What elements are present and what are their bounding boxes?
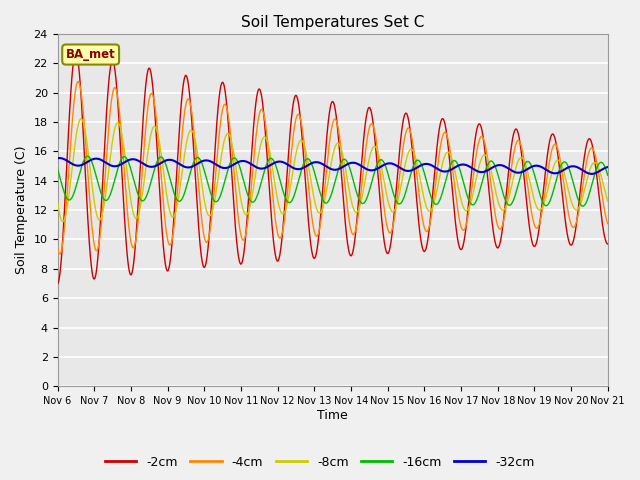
Y-axis label: Soil Temperature (C): Soil Temperature (C) xyxy=(15,146,28,275)
Legend: -2cm, -4cm, -8cm, -16cm, -32cm: -2cm, -4cm, -8cm, -16cm, -32cm xyxy=(100,451,540,474)
Title: Soil Temperatures Set C: Soil Temperatures Set C xyxy=(241,15,424,30)
Text: BA_met: BA_met xyxy=(66,48,116,61)
X-axis label: Time: Time xyxy=(317,409,348,422)
